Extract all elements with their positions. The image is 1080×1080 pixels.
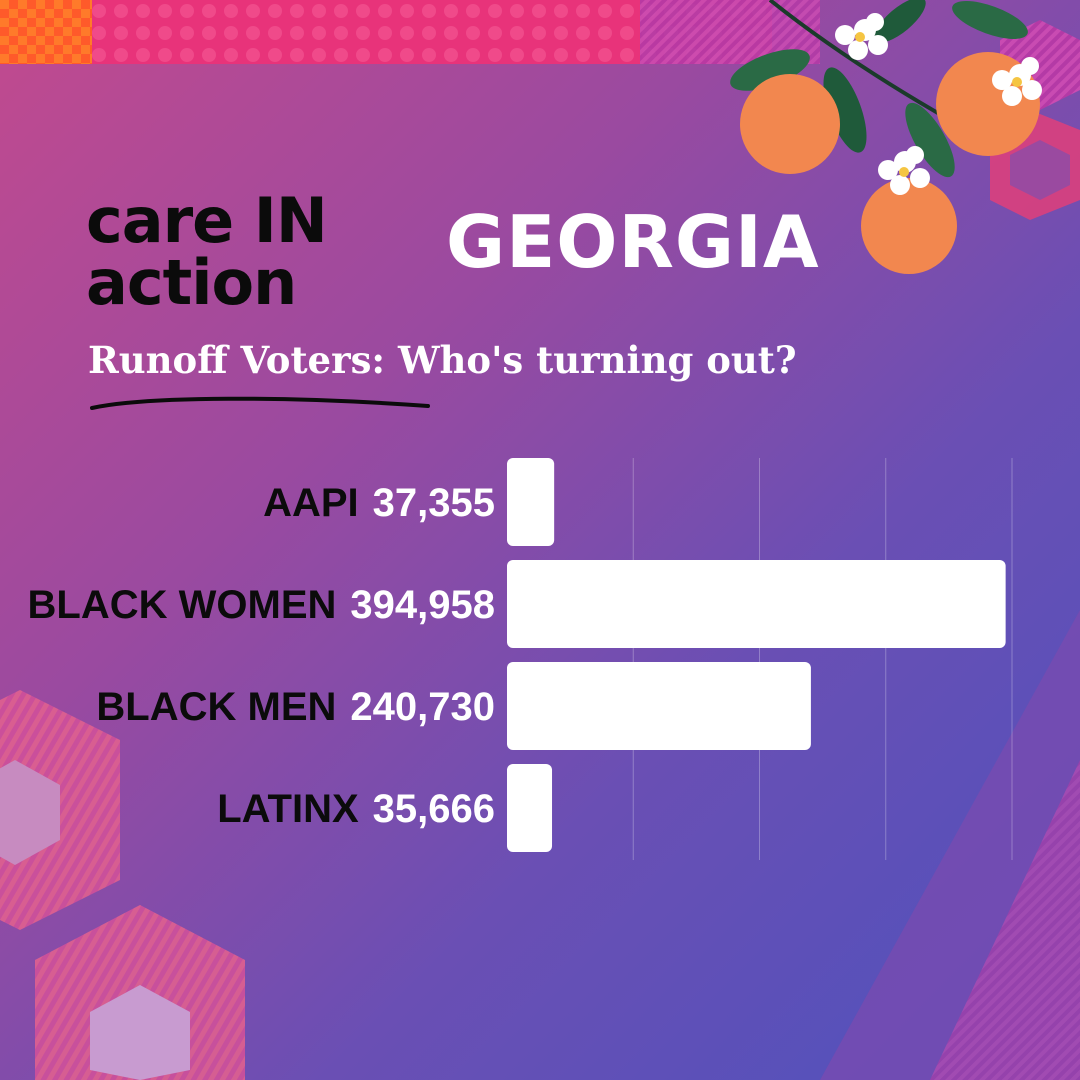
subtitle: Runoff Voters: Who's turning out? bbox=[88, 338, 797, 382]
bar bbox=[507, 662, 811, 750]
leaf-icon bbox=[730, 49, 810, 91]
leaf-icon bbox=[952, 1, 1028, 39]
orange-fruit-icon bbox=[740, 74, 840, 174]
logo-line-1: care IN bbox=[86, 184, 328, 257]
bar bbox=[507, 560, 1006, 648]
logo-line-2: action bbox=[86, 246, 297, 319]
orange-blossom-icon bbox=[878, 146, 930, 195]
care-in-action-logo: care IN action bbox=[86, 184, 328, 319]
category-label: BLACK MEN bbox=[96, 685, 336, 729]
orange-blossom-icon bbox=[835, 13, 888, 60]
orange-fruit-icon bbox=[861, 178, 957, 274]
hexagon-pattern-icon bbox=[0, 690, 245, 1080]
triangle-pattern bbox=[820, 610, 1080, 1080]
leaf-icon bbox=[874, 0, 926, 43]
leaf-icon bbox=[905, 102, 955, 178]
orange-branch bbox=[730, 0, 1042, 274]
state-title: GEORGIA bbox=[446, 200, 820, 284]
category-label: LATINX bbox=[217, 787, 359, 831]
bar-value-label: 37,355 bbox=[373, 481, 495, 525]
bar-value-label: 240,730 bbox=[350, 685, 495, 729]
leaf-icon bbox=[823, 67, 867, 153]
category-label: AAPI bbox=[263, 481, 359, 525]
bar bbox=[507, 458, 555, 546]
bar bbox=[507, 764, 553, 852]
top-pattern-strip bbox=[0, 0, 820, 64]
bar-value-label: 35,666 bbox=[373, 787, 495, 831]
bar-value-label: 394,958 bbox=[350, 583, 495, 627]
subtitle-underline bbox=[90, 396, 430, 410]
orange-blossom-icon bbox=[992, 57, 1042, 106]
category-label: BLACK WOMEN bbox=[28, 583, 337, 627]
